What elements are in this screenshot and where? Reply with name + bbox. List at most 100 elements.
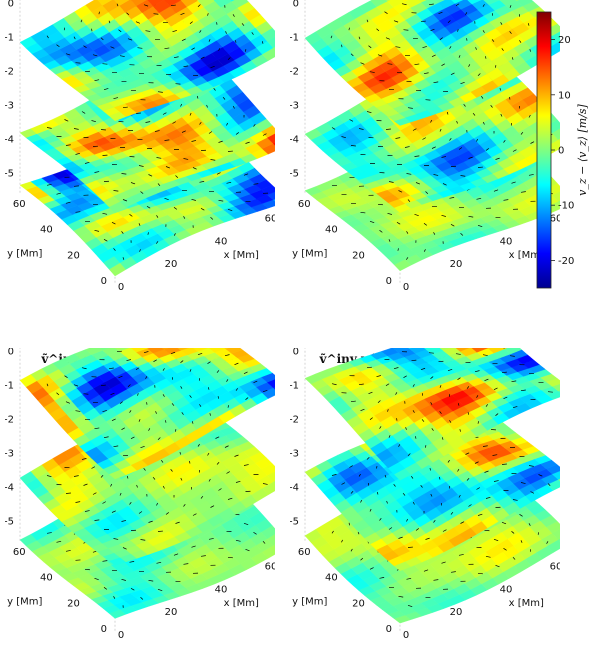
flow-arrow [366,19,369,23]
x-tick-label: 0 [403,282,409,293]
flow-arrow [245,141,250,144]
slice-cell [214,0,232,8]
flow-arrow [503,396,508,400]
flow-arrow [503,199,509,201]
flow-arrow [511,181,516,184]
y-axis-label: y [Mm] [7,597,42,608]
flow-arrow [415,436,417,439]
flow-arrow [126,12,130,16]
flow-arrow [396,222,401,225]
flow-arrow [410,475,414,479]
flow-arrow [495,413,499,416]
colorbar: 20 10 0 -10 -20 v_z − ⟨v_z⟩ [m/s] [536,11,589,289]
x-tick-label: 0 [118,282,124,293]
flow-arrow [208,131,213,134]
flow-arrow [148,174,153,177]
x-axis-label: x [Mm] [509,598,544,609]
flow-arrow [73,384,79,387]
flow-arrow [420,20,426,23]
slice-cell [102,348,120,356]
flow-arrow [113,190,119,192]
slice-cell [483,0,501,5]
flow-arrow [476,395,479,398]
flow-arrow [407,604,413,607]
flow-arrow [460,233,464,236]
flow-arrow [407,199,411,203]
flow-arrow [199,181,205,183]
flow-arrow [441,561,446,564]
flow-arrow [119,401,123,404]
flow-arrow [369,417,373,420]
flow-arrow [420,367,426,371]
flow-arrow [511,531,515,534]
slice-cell [225,348,243,354]
flow-arrow [439,385,442,388]
flow-arrow [425,191,429,194]
slice-cell [147,0,165,7]
z-tick-label: -5 [5,168,14,179]
flow-arrow [406,231,409,234]
flow-arrow [136,484,138,488]
flow-arrow [56,392,60,396]
flow-arrow [457,29,459,32]
flow-arrow [457,377,461,380]
x-tick-label: 40 [500,236,513,247]
flow-arrow [529,49,531,52]
flow-arrow [388,181,394,183]
z-tick-label: -1 [5,32,14,43]
flow-arrow [449,420,452,423]
flow-arrow [253,123,256,127]
flow-arrow [406,257,409,260]
flow-arrow [245,397,249,400]
flow-arrow [528,174,534,176]
slice-cell [266,191,275,200]
z-tick-label: -4 [5,482,14,493]
flow-arrow [156,561,162,564]
slice-cell [386,0,391,2]
flow-arrow [420,484,423,488]
flow-arrow [94,519,100,521]
flow-arrow [477,224,483,227]
colorbar-tick-label: -20 [558,256,574,267]
flow-arrow [387,212,392,215]
flow-arrow [460,175,466,177]
flow-arrow [369,508,372,512]
z-tick-label: 0 [8,0,14,9]
y-tick-label: 60 [298,199,311,210]
flow-arrow [75,211,81,213]
flow-arrow [145,121,151,123]
flow-arrow [475,47,477,50]
flow-arrow [348,27,350,31]
y-tick-label: 20 [67,250,80,261]
flow-arrow [129,561,135,563]
flow-arrow [189,112,192,116]
flow-arrow [181,38,186,42]
flow-arrow [208,39,211,42]
flow-arrow [154,130,160,132]
flow-arrow [156,241,159,244]
flow-arrow [425,537,430,540]
flow-arrow [216,172,221,175]
slice-cell [467,0,482,5]
flow-arrow [398,595,404,598]
flow-arrow [91,466,96,469]
flow-arrow [414,63,420,66]
flow-arrow [121,427,125,431]
flow-arrow [200,56,205,60]
x-tick-label: 40 [500,584,513,595]
z-tick-label: -5 [290,516,299,527]
flow-arrow [73,128,79,130]
flow-arrow [368,45,372,49]
flow-arrow [433,174,439,176]
flow-arrow [156,502,158,506]
flow-arrow [379,230,383,233]
z-tick-label: -5 [5,516,14,527]
y-tick-label: 20 [352,598,365,609]
slice-cell [224,348,229,350]
flow-arrow [395,137,401,139]
flow-arrow [46,532,52,534]
y-tick-label: 0 [386,624,392,635]
